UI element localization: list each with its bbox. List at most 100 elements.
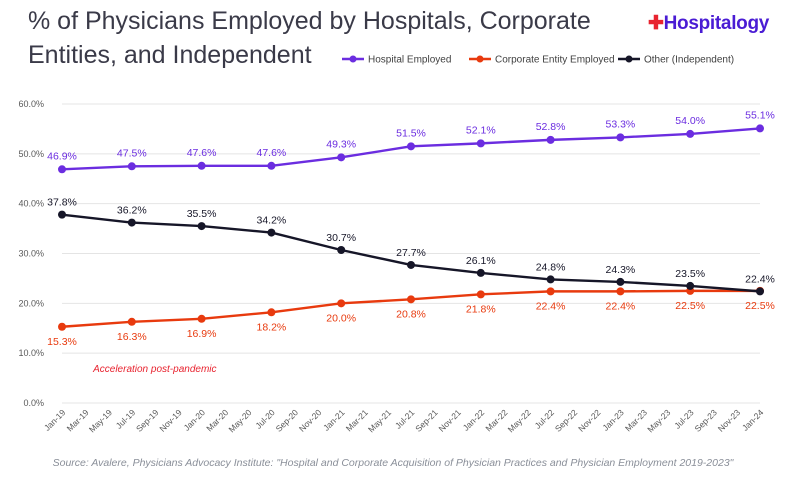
data-label: 26.1% — [466, 255, 496, 267]
data-label: 21.8% — [466, 303, 496, 315]
data-point — [267, 228, 276, 237]
x-tick-label: Nov-21 — [436, 407, 463, 434]
x-tick-label: May-23 — [645, 407, 672, 434]
legend-swatch-marker — [349, 55, 357, 63]
data-point — [686, 281, 695, 290]
x-tick-label: Nov-20 — [297, 407, 324, 434]
series-lines: 46.9% 47.5% 47.6% 47.6% 49.3% 51.5% 52.1% 52.8%… — [47, 109, 775, 347]
data-point — [197, 314, 206, 323]
data-point — [197, 222, 206, 231]
data-label: 27.7% — [396, 247, 426, 259]
data-label: 18.2% — [257, 321, 287, 333]
data-label: 49.3% — [326, 138, 356, 150]
data-label: 55.1% — [745, 109, 775, 121]
chart-title: % of Physicians Employed by Hospitals, C… — [28, 7, 591, 69]
data-label: 30.7% — [326, 232, 356, 244]
data-point — [127, 218, 136, 227]
data-label: 22.4% — [536, 300, 566, 312]
y-tick-label: 60.0% — [18, 99, 44, 109]
data-point — [197, 161, 206, 170]
data-label: 52.8% — [536, 121, 566, 133]
data-label: 51.5% — [396, 127, 426, 139]
data-point — [616, 287, 625, 296]
x-tick-label: Sep-22 — [553, 407, 580, 434]
y-tick-label: 10.0% — [18, 348, 44, 358]
data-label: 24.3% — [606, 264, 636, 276]
annotation-label: Acceleration post-pandemic — [92, 364, 216, 375]
x-tick-label: Mar-21 — [344, 407, 370, 433]
data-point — [476, 290, 485, 299]
legend-label: Other (Independent) — [644, 55, 734, 66]
x-tick-label: May-20 — [226, 407, 253, 434]
data-label: 22.4% — [745, 273, 775, 285]
data-label: 47.6% — [187, 147, 217, 159]
data-label: 20.0% — [326, 312, 356, 324]
x-tick-label: May-19 — [87, 407, 114, 434]
y-tick-label: 20.0% — [18, 298, 44, 308]
data-point — [756, 124, 764, 133]
data-point — [616, 277, 625, 286]
x-tick-label: Mar-20 — [204, 407, 230, 433]
x-tick-label: Sep-21 — [413, 407, 440, 434]
data-label: 34.2% — [257, 215, 287, 227]
x-tick-label: Mar-19 — [65, 407, 91, 433]
y-tick-label: 30.0% — [18, 249, 44, 259]
logo-cross-icon: ✚ — [648, 13, 664, 34]
x-tick-label: Sep-20 — [274, 407, 301, 434]
x-tick-label: Mar-23 — [623, 407, 649, 433]
data-point — [546, 287, 555, 296]
data-point — [337, 246, 346, 255]
x-tick-label: Sep-23 — [692, 407, 719, 434]
x-tick-label: Nov-23 — [716, 407, 743, 434]
x-tick-label: Jan-19 — [42, 407, 68, 433]
data-label: 22.5% — [745, 300, 775, 312]
x-tick-label: Nov-19 — [157, 407, 184, 434]
x-tick-label: Sep-19 — [134, 407, 161, 434]
data-point — [616, 133, 625, 142]
data-point — [267, 308, 276, 317]
annotation-group: Acceleration post-pandemic — [92, 364, 216, 375]
data-point — [407, 142, 415, 151]
y-tick-label: 50.0% — [18, 149, 44, 159]
data-point — [756, 287, 764, 296]
data-point — [686, 129, 695, 138]
x-tick-label: Jan-23 — [600, 407, 626, 433]
data-point — [476, 268, 485, 277]
x-tick-label: Nov-22 — [576, 407, 603, 434]
data-label: 53.3% — [606, 118, 636, 130]
data-point — [58, 322, 66, 331]
y-tick-label: 40.0% — [18, 199, 44, 209]
data-point — [337, 153, 346, 162]
data-point — [407, 260, 415, 269]
source-note: Source: Avalere, Physicians Advocacy Ins… — [52, 457, 734, 469]
x-tick-label: May-21 — [366, 407, 393, 434]
data-label: 47.6% — [257, 147, 287, 159]
data-label: 37.8% — [47, 197, 77, 209]
data-label: 16.9% — [187, 328, 217, 340]
logo-wordmark: Hospitalogy — [663, 13, 770, 34]
data-point — [267, 161, 276, 170]
y-tick-label: 0.0% — [23, 398, 44, 408]
data-label: 15.3% — [47, 336, 77, 348]
data-label: 52.1% — [466, 124, 496, 136]
data-point — [58, 210, 66, 219]
data-label: 54.0% — [675, 115, 705, 127]
y-axis-ticks: 0.0% 10.0% 20.0% 30.0% 40.0% 50.0% 60.0% — [18, 99, 44, 408]
legend-label: Corporate Entity Employed — [495, 55, 615, 66]
legend: Hospital Employed Corporate Entity Employ… — [342, 55, 734, 66]
x-tick-label: Jan-22 — [461, 407, 487, 433]
data-point — [546, 135, 555, 144]
legend-label: Hospital Employed — [368, 55, 451, 66]
x-tick-label: Jan-20 — [182, 407, 208, 433]
legend-swatch-marker — [476, 55, 484, 63]
data-label: 22.5% — [675, 300, 705, 312]
hospitalogy-logo: ✚Hospitalogy — [648, 12, 769, 35]
data-point — [127, 317, 136, 326]
data-point — [127, 162, 136, 171]
data-point — [407, 295, 415, 304]
data-point — [337, 299, 346, 308]
x-tick-label: May-22 — [506, 407, 533, 434]
x-tick-label: Jan-24 — [740, 407, 766, 433]
data-label: 16.3% — [117, 331, 147, 343]
